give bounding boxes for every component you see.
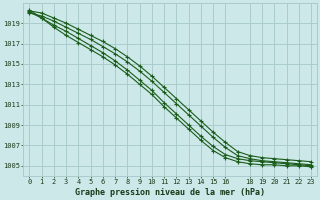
X-axis label: Graphe pression niveau de la mer (hPa): Graphe pression niveau de la mer (hPa)	[75, 188, 265, 197]
